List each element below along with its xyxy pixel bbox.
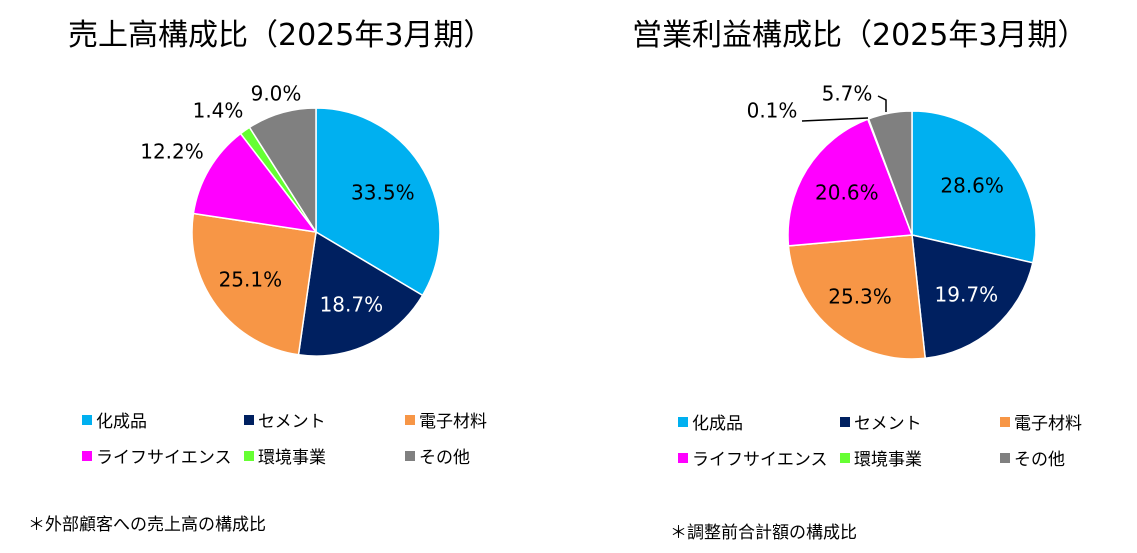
legend-swatch xyxy=(405,450,415,461)
legend-item: その他 xyxy=(1000,445,1065,470)
legend-swatch xyxy=(840,452,850,463)
legend-swatch xyxy=(244,414,254,425)
legend-item: その他 xyxy=(405,443,470,468)
slice-data-label: 25.1% xyxy=(219,267,283,291)
legend-label: 環境事業 xyxy=(854,450,922,470)
legend-swatch xyxy=(678,452,688,463)
chart-title-operating-profit: 営業利益構成比（2025年3月期） xyxy=(632,18,1088,53)
slice-data-label: 1.4% xyxy=(193,99,244,123)
pie-slice xyxy=(191,212,317,356)
pie-slice xyxy=(911,110,1037,264)
pie-slice xyxy=(867,110,913,236)
legend-item: ライフサイエンス xyxy=(82,443,232,468)
slice-data-label: 19.7% xyxy=(935,283,999,307)
legend-swatch xyxy=(678,416,688,427)
legend-item: 電子材料 xyxy=(1000,409,1082,434)
pie-slice xyxy=(787,118,914,247)
slice-data-label: 25.3% xyxy=(828,285,892,309)
legend-label: その他 xyxy=(419,448,470,468)
slice-data-label: 9.0% xyxy=(251,82,302,106)
legend-label: 電子材料 xyxy=(419,412,487,432)
legend-item: セメント xyxy=(244,407,326,432)
pie-slice xyxy=(248,107,317,235)
legend-label: 化成品 xyxy=(96,412,147,432)
legend-label: 化成品 xyxy=(692,414,743,434)
slice-data-label: 28.6% xyxy=(940,174,1004,198)
pie-slice xyxy=(911,234,1034,360)
legend-label: ライフサイエンス xyxy=(692,450,828,470)
legend-item: 化成品 xyxy=(678,409,743,434)
legend-label: セメント xyxy=(854,414,922,434)
slice-data-label: 33.5% xyxy=(351,180,415,204)
leader-line xyxy=(801,117,869,122)
legend-swatch xyxy=(1000,452,1010,463)
leader-line xyxy=(877,95,887,112)
slice-data-label: 20.6% xyxy=(815,181,879,205)
slice-data-label: 5.7% xyxy=(822,82,873,106)
legend-swatch xyxy=(244,450,254,461)
footnote-operating-profit: ＊調整前合計額の構成比 xyxy=(670,523,857,543)
slice-data-label: 12.2% xyxy=(140,140,204,164)
legend-swatch xyxy=(840,416,850,427)
legend-item: セメント xyxy=(840,409,922,434)
slice-data-label: 18.7% xyxy=(320,292,384,316)
legend-swatch xyxy=(82,450,92,461)
legend-swatch xyxy=(405,414,415,425)
pie-slice xyxy=(787,234,927,360)
legend-label: その他 xyxy=(1014,450,1065,470)
legend-label: 電子材料 xyxy=(1014,414,1082,434)
legend-item: 環境事業 xyxy=(840,445,922,470)
legend-swatch xyxy=(82,414,92,425)
legend-swatch xyxy=(1000,416,1010,427)
pie-slice xyxy=(315,107,441,297)
pie-slice xyxy=(192,132,318,234)
slice-data-label: 0.1% xyxy=(747,99,798,123)
legend-item: 電子材料 xyxy=(405,407,487,432)
footnote-sales: ＊外部顧客への売上高の構成比 xyxy=(28,515,266,535)
legend-label: セメント xyxy=(258,412,326,432)
legend-label: ライフサイエンス xyxy=(96,448,232,468)
legend-item: 化成品 xyxy=(82,407,147,432)
legend-item: 環境事業 xyxy=(244,443,326,468)
legend-item: ライフサイエンス xyxy=(678,445,828,470)
pie-slice xyxy=(297,230,424,357)
chart-title-sales: 売上高構成比（2025年3月期） xyxy=(68,18,494,53)
legend-label: 環境事業 xyxy=(258,448,326,468)
